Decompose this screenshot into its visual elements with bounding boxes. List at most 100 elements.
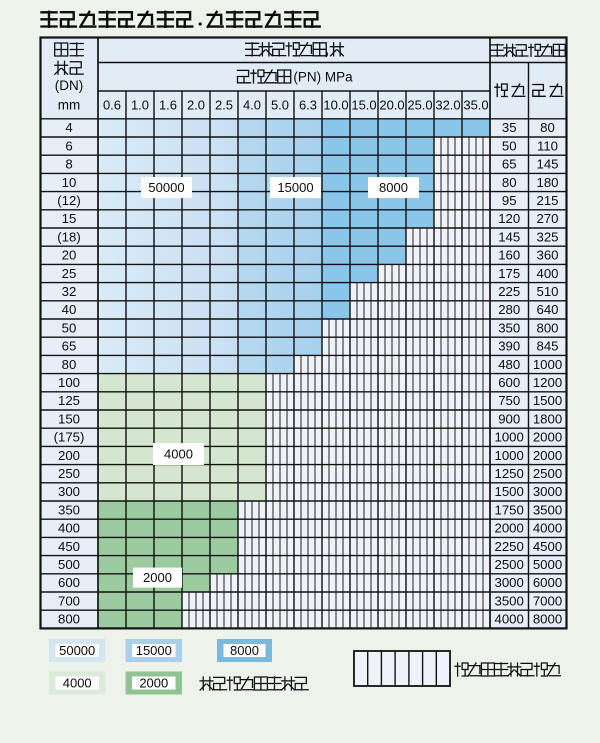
svg-text:50000: 50000 <box>59 643 95 658</box>
svg-text:4.0: 4.0 <box>243 98 261 113</box>
svg-text:640: 640 <box>536 302 558 317</box>
svg-text:145: 145 <box>536 157 558 172</box>
svg-text:35.0: 35.0 <box>463 98 488 113</box>
svg-text:800: 800 <box>536 320 558 335</box>
svg-text:95: 95 <box>502 193 517 208</box>
svg-text:32.0: 32.0 <box>435 98 460 113</box>
svg-text:1500: 1500 <box>533 393 562 408</box>
svg-text:1500: 1500 <box>495 484 524 499</box>
svg-text:2.5: 2.5 <box>215 98 233 113</box>
svg-text:2000: 2000 <box>143 570 172 585</box>
svg-text:2000: 2000 <box>495 521 524 536</box>
svg-text:110: 110 <box>537 138 558 153</box>
svg-text:(PN) MPa: (PN) MPa <box>293 69 353 84</box>
svg-text:150: 150 <box>58 411 80 426</box>
svg-text:270: 270 <box>536 211 558 226</box>
svg-text:2000: 2000 <box>139 676 168 691</box>
svg-text:65: 65 <box>62 339 77 354</box>
svg-text:6.3: 6.3 <box>299 98 317 113</box>
svg-text:280: 280 <box>498 302 520 317</box>
svg-text:8000: 8000 <box>379 180 408 195</box>
svg-text:80: 80 <box>502 175 517 190</box>
svg-text:225: 225 <box>498 284 520 299</box>
svg-text:7000: 7000 <box>533 593 562 608</box>
svg-text:1250: 1250 <box>495 466 524 481</box>
svg-text:(12): (12) <box>57 193 80 208</box>
svg-text:400: 400 <box>58 521 80 536</box>
svg-text:350: 350 <box>498 320 520 335</box>
svg-text:2250: 2250 <box>495 539 524 554</box>
svg-text:360: 360 <box>536 248 558 263</box>
svg-text:5000: 5000 <box>533 557 562 572</box>
svg-text:32: 32 <box>62 284 77 299</box>
svg-text:80: 80 <box>62 357 77 372</box>
svg-text:15000: 15000 <box>136 643 172 658</box>
svg-text:25: 25 <box>62 266 77 281</box>
svg-text:600: 600 <box>498 375 520 390</box>
svg-text:215: 215 <box>536 193 558 208</box>
svg-text:125: 125 <box>58 393 80 408</box>
svg-text:80: 80 <box>540 120 555 135</box>
svg-text:3500: 3500 <box>495 593 524 608</box>
svg-text:3000: 3000 <box>533 484 562 499</box>
svg-text:2000: 2000 <box>533 430 562 445</box>
svg-text:4000: 4000 <box>495 612 524 627</box>
svg-text:20.0: 20.0 <box>379 98 404 113</box>
svg-text:2000: 2000 <box>533 448 562 463</box>
svg-text:175: 175 <box>498 266 520 281</box>
svg-text:1.0: 1.0 <box>131 98 149 113</box>
svg-text:3000: 3000 <box>495 575 524 590</box>
svg-text:145: 145 <box>498 229 520 244</box>
svg-text:160: 160 <box>498 248 520 263</box>
svg-text:845: 845 <box>536 339 558 354</box>
svg-text:8000: 8000 <box>533 612 562 627</box>
svg-text:480: 480 <box>498 357 520 372</box>
svg-text:4000: 4000 <box>164 446 193 461</box>
svg-text:300: 300 <box>58 484 80 499</box>
svg-text:600: 600 <box>58 575 80 590</box>
svg-text:1800: 1800 <box>533 411 562 426</box>
svg-text:450: 450 <box>58 539 80 554</box>
svg-text:100: 100 <box>58 375 80 390</box>
svg-text:325: 325 <box>536 229 558 244</box>
svg-text:40: 40 <box>62 302 77 317</box>
svg-text:510: 510 <box>536 284 558 299</box>
svg-text:(18): (18) <box>57 229 80 244</box>
svg-text:(DN): (DN) <box>55 78 84 93</box>
svg-text:500: 500 <box>58 557 80 572</box>
svg-text:65: 65 <box>502 157 517 172</box>
svg-text:8: 8 <box>65 157 72 172</box>
svg-text:4000: 4000 <box>63 676 92 691</box>
svg-text:2.0: 2.0 <box>187 98 205 113</box>
svg-text:1000: 1000 <box>495 430 524 445</box>
svg-text:120: 120 <box>498 211 520 226</box>
svg-text:6: 6 <box>65 138 72 153</box>
svg-text:1750: 1750 <box>495 502 524 517</box>
svg-text:4000: 4000 <box>533 521 562 536</box>
svg-text:1200: 1200 <box>533 375 562 390</box>
svg-text:390: 390 <box>498 339 520 354</box>
svg-text:50000: 50000 <box>148 180 184 195</box>
svg-text:(175): (175) <box>54 430 85 445</box>
svg-text:700: 700 <box>58 593 80 608</box>
svg-text:6000: 6000 <box>533 575 562 590</box>
svg-text:1000: 1000 <box>533 357 562 372</box>
svg-text:20: 20 <box>62 248 77 263</box>
svg-text:800: 800 <box>58 612 80 627</box>
svg-text:400: 400 <box>536 266 558 281</box>
svg-text:4: 4 <box>65 120 72 135</box>
svg-text:50: 50 <box>62 320 77 335</box>
svg-text:750: 750 <box>498 393 520 408</box>
svg-text:350: 350 <box>58 502 80 517</box>
svg-text:10: 10 <box>62 175 77 190</box>
svg-text:8000: 8000 <box>230 643 259 658</box>
svg-text:180: 180 <box>536 175 558 190</box>
svg-text:5.0: 5.0 <box>271 98 289 113</box>
svg-text:1000: 1000 <box>495 448 524 463</box>
svg-text:50: 50 <box>502 138 517 153</box>
svg-text:250: 250 <box>58 466 80 481</box>
svg-text:15: 15 <box>62 211 77 226</box>
svg-text:900: 900 <box>498 411 520 426</box>
svg-text:35: 35 <box>502 120 517 135</box>
svg-text:25.0: 25.0 <box>407 98 432 113</box>
